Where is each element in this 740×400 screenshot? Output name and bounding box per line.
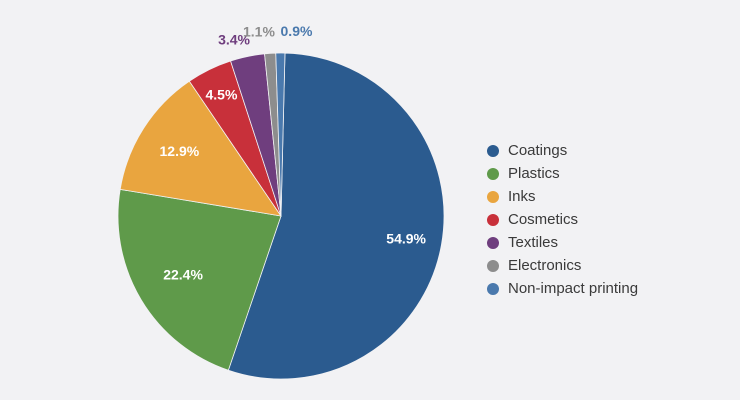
data-label-coatings: 54.9% <box>386 230 426 246</box>
legend-swatch <box>487 282 499 295</box>
pie-slices <box>117 52 445 380</box>
legend-label: Plastics <box>508 165 560 182</box>
chart-legend: Coatings Plastics Inks Cosmetics Textiles Ele… <box>487 139 638 300</box>
pie-slice-non-impact-printing <box>275 52 286 217</box>
legend-label: Textiles <box>508 234 559 251</box>
legend-swatch <box>487 190 499 203</box>
data-label-textiles: 3.4% <box>218 32 250 48</box>
legend-label: Inks <box>508 188 536 205</box>
legend-item-plastics: Plastics <box>487 162 638 185</box>
legend-swatch <box>487 167 499 180</box>
legend-label: Cosmetics <box>508 211 579 228</box>
pie-slice-inks <box>119 80 282 217</box>
data-label-non-impact-printing: 0.9% <box>281 23 313 39</box>
pie-slice-plastics <box>117 188 282 371</box>
pie-data-labels: 54.9% 22.4% 12.9% 4.5% 3.4%1.1% 0.9% <box>160 23 427 283</box>
data-label-plastics: 22.4% <box>163 267 203 283</box>
legend-swatch <box>487 213 499 226</box>
legend-label: Non-impact printing <box>508 280 639 297</box>
legend-swatch <box>487 144 499 157</box>
legend-item-cosmetics: Cosmetics <box>487 208 638 231</box>
legend-item-non-impact-printing: Non-impact printing <box>487 277 638 300</box>
legend-label: Coatings <box>508 142 568 159</box>
data-label-inks: 12.9% <box>160 143 200 159</box>
legend-swatch <box>487 236 499 249</box>
pie-slice-coatings <box>227 52 445 380</box>
legend-item-electronics: Electronics <box>487 254 638 277</box>
legend-item-inks: Inks <box>487 185 638 208</box>
legend-swatch <box>487 259 499 272</box>
legend-label: Electronics <box>508 257 582 274</box>
legend-item-coatings: Coatings <box>487 139 638 162</box>
data-label-cosmetics: 4.5% <box>205 87 237 103</box>
data-label-electronics: 1.1% <box>243 23 275 39</box>
legend-item-textiles: Textiles <box>487 231 638 254</box>
